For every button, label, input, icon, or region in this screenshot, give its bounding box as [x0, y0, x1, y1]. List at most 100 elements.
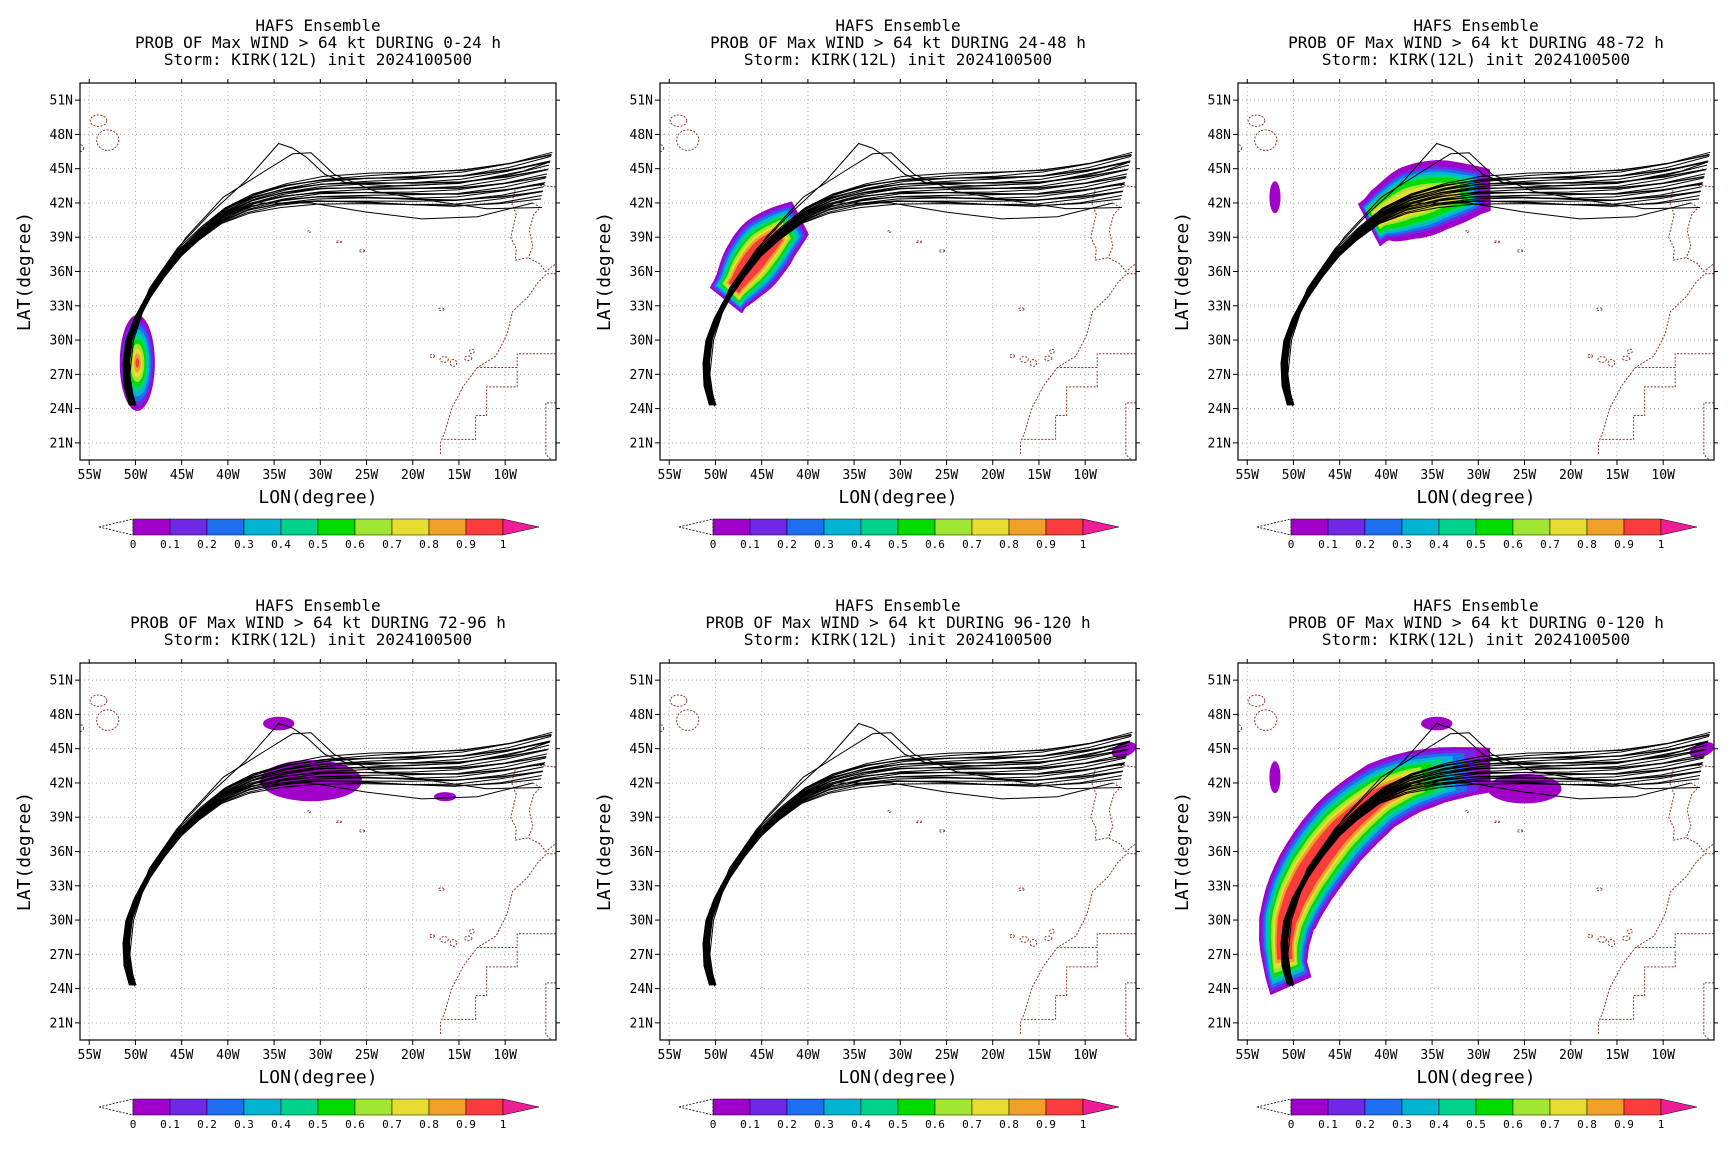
colorbar-tick-label: 0.9: [456, 1118, 476, 1131]
colorbar-tick-label: 0.7: [1540, 1118, 1560, 1131]
x-axis-label: LON(degree): [1416, 487, 1535, 508]
y-tick-label: 51N: [1208, 674, 1231, 689]
colorbar-segment: [1290, 1098, 1329, 1116]
y-tick-label: 36N: [1208, 265, 1231, 280]
colorbar-segment: [169, 518, 208, 536]
y-tick-label: 39N: [50, 811, 73, 826]
ensemble-track: [123, 731, 553, 986]
africa-coastline: [1019, 853, 1136, 1035]
colorbar-tick-label: 1: [1658, 1118, 1665, 1131]
y-tick-label: 24N: [630, 982, 653, 997]
island-outline: [439, 356, 449, 363]
island-outline: [1596, 307, 1603, 312]
y-tick-label: 24N: [50, 402, 73, 417]
colorbar-segment: [860, 518, 899, 536]
colorbar-segment: [132, 518, 171, 536]
colorbar-tick-label: 0: [710, 538, 717, 551]
colorbar-tick-label: 1: [500, 1118, 507, 1131]
country-border-2: [441, 950, 518, 1020]
colorbar-segment: [465, 1098, 504, 1116]
island-outline: [1238, 144, 1243, 153]
colorbar-segment: [280, 1098, 319, 1116]
y-tick-label: 33N: [1208, 299, 1231, 314]
y-tick-label: 24N: [50, 982, 73, 997]
island-outline: [96, 709, 120, 731]
x-tick-label: 20W: [401, 1048, 425, 1063]
y-tick-label: 27N: [630, 948, 653, 963]
chart-title-line-3: Storm: KIRK(12L) init 2024100500: [744, 630, 1052, 649]
colorbar-tick-label: 0.1: [740, 538, 760, 551]
colorbar-segment: [897, 518, 936, 536]
colorbar-tick-label: 0.6: [1503, 538, 1523, 551]
ensemble-track: [1281, 151, 1711, 406]
country-border-4: [1107, 202, 1122, 258]
x-tick-label: 45W: [170, 1048, 194, 1063]
y-tick-label: 51N: [630, 674, 653, 689]
colorbar-segment: [465, 518, 504, 536]
chart-title-line-3: Storm: KIRK(12L) init 2024100500: [1322, 630, 1630, 649]
country-border-1: [1057, 933, 1136, 948]
y-tick-label: 42N: [630, 196, 653, 211]
colorbar-segment: [823, 1098, 862, 1116]
colorbar-tick-label: 1: [1080, 1118, 1087, 1131]
africa-coastline: [439, 853, 556, 1035]
x-tick-label: 15W: [447, 468, 471, 483]
island-outline: [676, 709, 700, 731]
colorbar-tick-label: 0.8: [419, 538, 439, 551]
colorbar-tick-label: 0.9: [1614, 1118, 1634, 1131]
colorbar-segment: [1586, 518, 1625, 536]
y-tick-label: 45N: [50, 742, 73, 757]
country-border-4: [527, 202, 542, 258]
probability-contour: [135, 358, 140, 368]
ensemble-track: [705, 152, 1123, 403]
y-axis-label: LAT(degree): [14, 212, 35, 331]
island-outline: [1254, 129, 1278, 151]
y-tick-label: 21N: [1208, 436, 1231, 451]
x-tick-label: 35W: [262, 1048, 286, 1063]
colorbar-segment: [1290, 518, 1329, 536]
colorbar-tick-label: 0.7: [382, 538, 402, 551]
colorbar-segment: [1364, 1098, 1403, 1116]
island-outline: [1627, 928, 1633, 935]
y-axis-label: LAT(degree): [594, 792, 615, 911]
x-tick-label: 55W: [658, 468, 682, 483]
island-outline: [1621, 935, 1631, 942]
x-tick-label: 30W: [889, 1048, 913, 1063]
probability-contour: [1269, 181, 1281, 214]
y-axis-label: LAT(degree): [1172, 212, 1193, 331]
x-tick-label: 35W: [1420, 1048, 1444, 1063]
colorbar-tick-label: 0.9: [1614, 538, 1634, 551]
island-outline: [438, 307, 445, 312]
island-outline: [1607, 938, 1616, 947]
y-tick-label: 36N: [630, 265, 653, 280]
colorbar-tick-label: 0.7: [962, 538, 982, 551]
colorbar-segment: [1438, 518, 1477, 536]
y-tick-label: 51N: [50, 94, 73, 109]
colorbar-tick-label: 0: [1288, 1118, 1295, 1131]
y-tick-label: 39N: [1208, 811, 1231, 826]
x-tick-label: 20W: [1559, 468, 1583, 483]
plot-area: [1238, 83, 1714, 460]
y-tick-label: 30N: [50, 914, 73, 929]
country-border-2: [1599, 950, 1676, 1020]
x-tick-label: 15W: [1605, 1048, 1629, 1063]
x-tick-label: 20W: [1559, 1048, 1583, 1063]
colorbar-tick-label: 0: [710, 1118, 717, 1131]
colorbar-segment: [243, 518, 282, 536]
y-tick-label: 21N: [630, 436, 653, 451]
plot-area: [1238, 663, 1714, 1040]
x-tick-label: 45W: [750, 1048, 774, 1063]
x-tick-label: 35W: [262, 468, 286, 483]
colorbar-segment: [391, 518, 430, 536]
y-tick-label: 33N: [630, 299, 653, 314]
colorbar-tick-label: 0.3: [814, 538, 834, 551]
country-border-2: [1021, 950, 1098, 1020]
colorbar-tick-label: 0.4: [1429, 1118, 1449, 1131]
x-tick-label: 40W: [216, 1048, 240, 1063]
country-border-3: [1703, 982, 1714, 1040]
island-outline: [449, 938, 458, 947]
x-tick-label: 55W: [1236, 1048, 1260, 1063]
island-outline: [1029, 938, 1038, 947]
ensemble-track: [705, 732, 1123, 983]
x-tick-label: 40W: [1374, 468, 1398, 483]
